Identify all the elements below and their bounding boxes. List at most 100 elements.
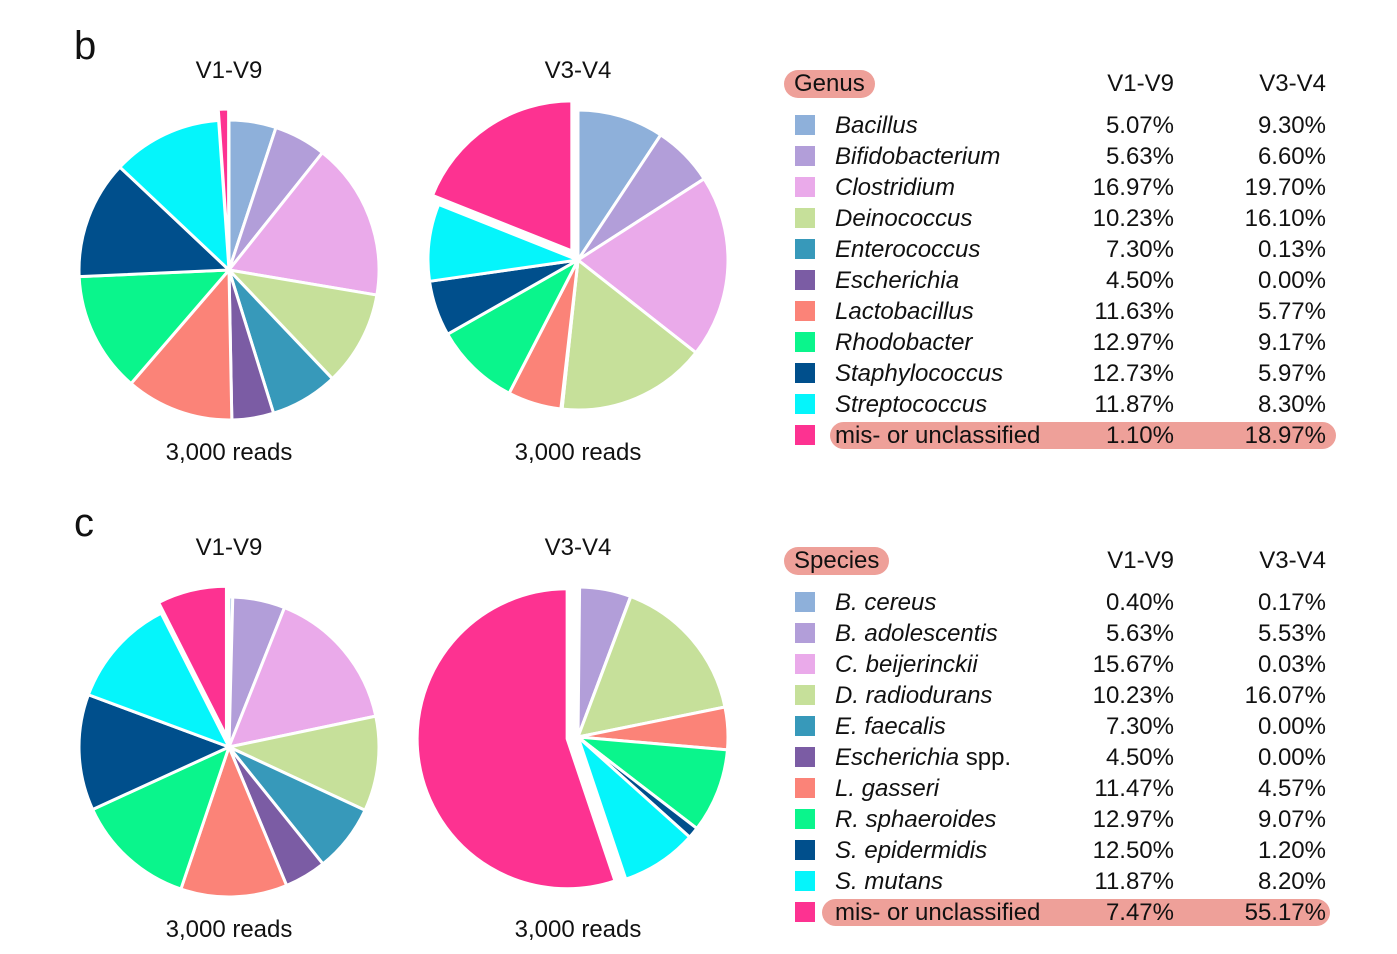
legend-row-streptococcus: Streptococcus 11.87% 8.30% — [780, 389, 1340, 420]
legend-swatch — [795, 115, 815, 135]
pie-slice-s-mutans — [86, 611, 231, 749]
legend-label: Bifidobacterium — [835, 143, 1001, 170]
legend-value-v1-v9: 11.63% — [1094, 298, 1174, 325]
legend-swatch — [795, 778, 815, 798]
legend-swatch — [795, 592, 815, 612]
legend-row-clostridium: Clostridium 16.97% 19.70% — [780, 172, 1340, 203]
legend-value-v3-v4: 0.00% — [1257, 744, 1326, 771]
legend-column-header: V1-V9 — [1107, 70, 1174, 97]
legend-label: L. gasseri — [835, 775, 940, 802]
pie-slice-s-mutans — [576, 735, 692, 881]
legend-value-v3-v4: 5.97% — [1257, 360, 1326, 387]
legend-swatch — [795, 270, 815, 290]
legend-value-v3-v4: 1.20% — [1257, 837, 1326, 864]
legend-swatch — [795, 363, 815, 383]
pie-title: V1-V9 — [196, 57, 263, 84]
legend-value-v1-v9: 7.30% — [1105, 713, 1174, 740]
pie-title: V3-V4 — [545, 57, 612, 84]
legend-swatch — [795, 716, 815, 736]
legend-swatch — [795, 394, 815, 414]
legend-label: Rhodobacter — [835, 329, 973, 356]
legend-row-c-beijerinckii: C. beijerinckii 15.67% 0.03% — [780, 649, 1340, 680]
legend-label: Clostridium — [835, 174, 956, 201]
legend-value-v3-v4: 8.30% — [1257, 391, 1326, 418]
legend-row-mis-or-unclassified: mis- or unclassified 1.10% 18.97% — [780, 420, 1340, 451]
pie-slice-rhodobacter — [77, 268, 231, 386]
pie-reads-label: 3,000 reads — [166, 916, 293, 943]
legend-swatch — [795, 809, 815, 829]
legend-value-v1-v9: 0.40% — [1105, 589, 1174, 616]
legend-swatch — [795, 146, 815, 166]
legend-value-v1-v9: 5.07% — [1105, 112, 1174, 139]
legend-value-v3-v4: 0.00% — [1257, 267, 1326, 294]
legend-swatch — [795, 208, 815, 228]
pie-title: V1-V9 — [196, 534, 263, 561]
legend-label: Enterococcus — [835, 236, 981, 263]
legend-value-v3-v4: 8.20% — [1257, 868, 1326, 895]
legend-value-v3-v4: 0.13% — [1257, 236, 1326, 263]
pie-slice-mis-or-unclassified — [157, 584, 228, 738]
legend-header: Genus V1-V9 V3-V4 — [780, 70, 1340, 100]
legend-swatch — [795, 685, 815, 705]
legend-value-v3-v4: 16.07% — [1244, 682, 1326, 709]
legend-label: S. mutans — [835, 868, 944, 895]
legend-swatch — [795, 840, 815, 860]
legend-value-v1-v9: 12.97% — [1092, 806, 1174, 833]
panel-b: b V1-V9 3,000 reads V3-V4 3,000 reads Genus… — [74, 24, 1340, 466]
legend-label: mis- or unclassified — [835, 422, 1041, 449]
panel-letter: b — [74, 24, 97, 68]
pie-slice-r-sphaeroides — [576, 735, 729, 830]
legend-row-l-gasseri: L. gasseri 11.47% 4.57% — [780, 773, 1340, 804]
legend-label: E. faecalis — [835, 713, 946, 740]
pie-slice-clostridium — [576, 177, 730, 355]
legend-value-v3-v4: 0.17% — [1257, 589, 1326, 616]
legend-header: Species V1-V9 V3-V4 — [780, 547, 1340, 577]
legend-value-v3-v4: 4.57% — [1257, 775, 1326, 802]
legend-label: S. epidermidis — [835, 837, 988, 864]
legend-value-v3-v4: 5.53% — [1257, 620, 1326, 647]
legend-value-v3-v4: 0.03% — [1257, 651, 1326, 678]
pie-slice-lactobacillus — [129, 268, 234, 422]
pie-slice-staphylococcus — [77, 165, 231, 279]
pie-reads-label: 3,000 reads — [515, 916, 642, 943]
pie-slice-deinococcus — [560, 258, 698, 412]
legend-row-b-cereus: B. cereus 0.40% 0.17% — [780, 587, 1340, 618]
legend-value-v1-v9: 11.87% — [1094, 868, 1174, 895]
pie-slice-c-beijerinckii — [227, 606, 378, 749]
pie-title: V3-V4 — [545, 534, 612, 561]
legend-row-r-sphaeroides: R. sphaeroides 12.97% 9.07% — [780, 804, 1340, 835]
legend-value-v1-v9: 4.50% — [1105, 744, 1174, 771]
legend-row-d-radiodurans: D. radiodurans 10.23% 16.07% — [780, 680, 1340, 711]
legend-row-escherichia: Escherichia 4.50% 0.00% — [780, 265, 1340, 296]
legend-value-v3-v4: 18.97% — [1244, 422, 1326, 449]
pie-slice-clostridium — [227, 151, 381, 297]
pie-slice-d-radiodurans — [576, 595, 727, 739]
legend-label: D. radiodurans — [835, 682, 993, 709]
legend-value-v3-v4: 9.07% — [1257, 806, 1326, 833]
legend-swatch — [795, 301, 815, 321]
legend-row-s-mutans: S. mutans 11.87% 8.20% — [780, 866, 1340, 897]
legend-swatch — [795, 177, 815, 197]
legend-category-label: Species — [784, 547, 890, 575]
legend-value-v3-v4: 16.10% — [1244, 205, 1326, 232]
legend-label: Lactobacillus — [835, 298, 974, 325]
legend-row-b-adolescentis: B. adolescentis 5.63% 5.53% — [780, 618, 1340, 649]
legend-value-v1-v9: 5.63% — [1105, 143, 1174, 170]
legend-row-escherichia: Escherichia spp. 4.50% 0.00% — [780, 742, 1340, 773]
legend-value-v1-v9: 10.23% — [1092, 205, 1174, 232]
legend-column-header: V3-V4 — [1259, 547, 1326, 574]
pie-reads-label: 3,000 reads — [166, 439, 293, 466]
legend-label: C. beijerinckii — [835, 651, 978, 678]
legend-row-bifidobacterium: Bifidobacterium 5.63% 6.60% — [780, 141, 1340, 172]
legend-value-v3-v4: 6.60% — [1257, 143, 1326, 170]
legend-value-v3-v4: 9.30% — [1257, 112, 1326, 139]
legend-value-v3-v4: 55.17% — [1244, 899, 1326, 926]
legend-category-label: Genus — [784, 70, 875, 98]
pie-charts-svg: V1-V9 3,000 reads V3-V4 3,000 reads — [77, 57, 730, 466]
legend-row-rhodobacter: Rhodobacter 12.97% 9.17% — [780, 327, 1340, 358]
legend-value-v1-v9: 12.97% — [1092, 329, 1174, 356]
legend-row-enterococcus: Enterococcus 7.30% 0.13% — [780, 234, 1340, 265]
legend-value-v3-v4: 0.00% — [1257, 713, 1326, 740]
legend-value-v1-v9: 12.50% — [1092, 837, 1174, 864]
legend-value-v1-v9: 12.73% — [1092, 360, 1174, 387]
